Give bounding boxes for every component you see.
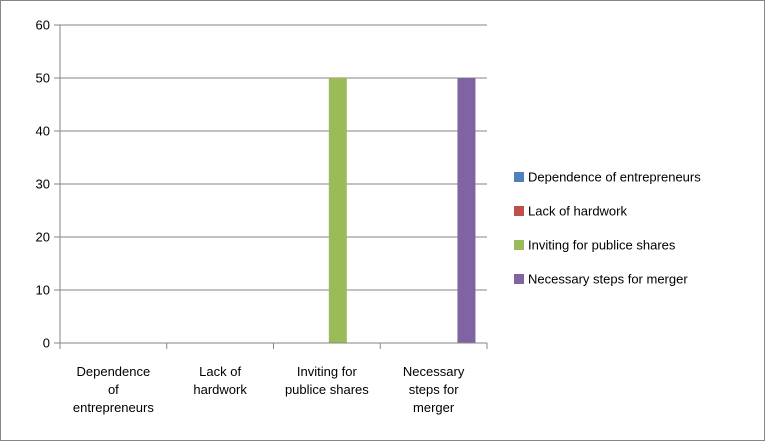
- x-category-label: Necessary steps for merger: [403, 364, 465, 415]
- bars: [328, 78, 476, 343]
- x-category-label: Dependence of entrepreneurs: [73, 364, 154, 415]
- legend-label: Inviting for publice shares: [528, 238, 676, 253]
- legend-swatch: [514, 172, 524, 182]
- gridlines: [54, 24, 487, 344]
- x-category-label-line: Dependence: [77, 364, 151, 379]
- y-tick-label: 60: [36, 18, 50, 33]
- y-tick-labels: 0 10 20 30 40 50 60: [36, 18, 50, 351]
- legend: Dependence of entrepreneurs Lack of hardw…: [514, 170, 701, 287]
- y-tick-label: 50: [36, 71, 50, 86]
- x-category-label-line: of: [108, 382, 119, 397]
- x-category-label-line: hardwork: [193, 382, 247, 397]
- y-tick-label: 0: [43, 336, 50, 351]
- y-tick-label: 20: [36, 230, 50, 245]
- x-category-label-line: steps for: [409, 382, 460, 397]
- x-category-label: Inviting for publice shares: [285, 364, 369, 397]
- y-tick-label: 10: [36, 283, 50, 298]
- x-category-label-line: publice shares: [285, 382, 369, 397]
- x-category-label-line: merger: [413, 400, 455, 415]
- legend-swatch: [514, 206, 524, 216]
- x-category-label-line: entrepreneurs: [73, 400, 154, 415]
- legend-label: Necessary steps for merger: [528, 272, 688, 287]
- bar-2-2: [328, 78, 347, 343]
- legend-label: Lack of hardwork: [528, 204, 627, 219]
- x-category-label-line: Inviting for: [297, 364, 358, 379]
- y-tick-label: 30: [36, 177, 50, 192]
- x-category-labels: Dependence of entrepreneurs Lack of hardwork…: [73, 364, 465, 415]
- axes: [59, 25, 488, 349]
- legend-swatch: [514, 240, 524, 250]
- x-category-label-line: Lack of: [199, 364, 241, 379]
- legend-swatch: [514, 274, 524, 284]
- x-category-label-line: Necessary: [403, 364, 465, 379]
- x-category-label: Lack of hardwork: [193, 364, 247, 397]
- y-tick-label: 40: [36, 124, 50, 139]
- bar-3-3: [457, 78, 476, 343]
- legend-label: Dependence of entrepreneurs: [528, 170, 701, 185]
